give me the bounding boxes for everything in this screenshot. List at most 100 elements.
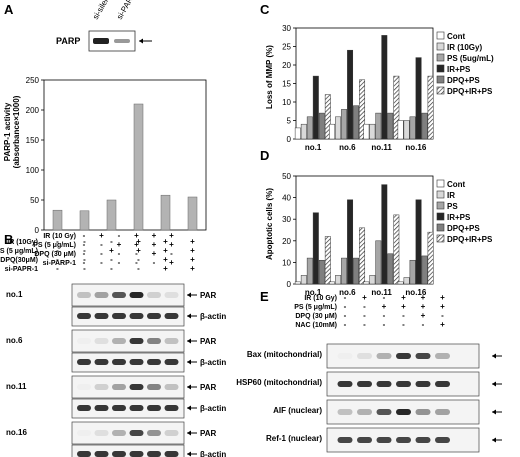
panel-b-actin-arrow-head xyxy=(187,405,191,411)
panel-e-condition-sign: - xyxy=(363,320,366,329)
panel-e-condition-sign: + xyxy=(440,302,445,311)
panel-b-actin-label: β-actin xyxy=(200,358,226,367)
panel-b-condition-sign: + xyxy=(152,240,157,249)
panel-b-actin-blot xyxy=(71,398,185,419)
panel-e-band xyxy=(337,381,353,387)
panel-a-ylabel-line-2: (absorbance×1000) xyxy=(12,95,21,168)
panel-d-bar xyxy=(415,199,422,285)
panel-b-actin-blot xyxy=(71,352,185,373)
panel-c-bar xyxy=(421,112,428,140)
panel-b-condition-label: IR (10 Gy) xyxy=(43,233,76,240)
panel-d-bar xyxy=(421,255,428,285)
panel-b-sample-label: no.11 xyxy=(6,382,27,391)
panel-b-par-band xyxy=(129,430,144,436)
panel-c-bar xyxy=(427,75,434,140)
panel-b-blots: no.1 PAR β-actin no.6 PAR β-actin no.11 PAR β-ac… xyxy=(6,283,226,457)
panel-c-bar xyxy=(363,123,370,140)
panel-b-par-band xyxy=(147,430,161,436)
panel-a-ytick-label: 200 xyxy=(26,106,40,115)
panel-c-legend-swatch xyxy=(436,31,445,40)
panel-b-par-band xyxy=(112,384,126,390)
panel-b-condition-sign: - xyxy=(100,258,103,267)
panel-b-condition-sign: + xyxy=(152,231,157,240)
panel-a-condition-sign: + xyxy=(163,237,168,246)
panel-c-legend-swatch xyxy=(436,64,445,73)
panel-e-condition-label: DPQ (30 μM) xyxy=(295,313,337,320)
panel-d-category-label: no.11 xyxy=(371,288,392,297)
panel-d-bar xyxy=(387,253,394,285)
panel-b-par-band xyxy=(77,384,91,390)
panel-e-band xyxy=(396,381,411,387)
panel-b-par-arrow-head xyxy=(187,338,191,344)
panel-b-actin-blot xyxy=(71,306,185,327)
panel-c-chart: 0 5 10 15 20 25 30 no.1 no.6 no.11 no.16 Cont IR (10… xyxy=(282,24,494,152)
panel-a-y-axis-title: PARP-1 activity (absorbance×1000) xyxy=(3,95,21,168)
panel-c-ytick-label: 15 xyxy=(282,80,291,89)
panel-d-bar xyxy=(409,259,416,285)
panel-c-category-label: no.16 xyxy=(405,143,426,152)
panel-d-bar xyxy=(329,281,336,285)
panel-b-actin-band xyxy=(94,405,109,411)
panel-b-par-arrow-head xyxy=(187,384,191,390)
panel-a-condition-sign: + xyxy=(109,246,114,255)
panel-d-legend-label: IR+PS xyxy=(447,213,471,222)
panel-a-bar xyxy=(52,209,63,231)
panel-b-par-band xyxy=(112,292,126,298)
panel-e-condition-label: PS (5 μg/mL) xyxy=(294,304,337,311)
panel-b-conditions: IR (10 Gy) - + - + + +PS (5 μg/mL) - - + + + +DPQ (3… xyxy=(33,231,174,267)
panel-d-legend-swatch xyxy=(436,190,445,199)
panel-e-condition-sign: + xyxy=(401,302,406,311)
panel-b-condition-label: DPQ (30 μM) xyxy=(34,251,76,258)
panel-e-condition-sign: - xyxy=(383,293,386,302)
panel-a-chart: 0 50 100 150 200 250 xyxy=(26,76,207,235)
panel-b-par-label: PAR xyxy=(200,291,217,300)
panel-b-actin-band xyxy=(147,451,161,457)
panel-d-bar xyxy=(393,214,400,285)
panel-d-category-label: no.1 xyxy=(305,288,322,297)
panel-b-actin-band xyxy=(164,313,179,319)
panel-d-bar xyxy=(369,275,376,285)
panel-d-bar xyxy=(427,231,434,285)
panel-b-actin-band xyxy=(129,313,144,319)
panel-a-condition-sign: - xyxy=(110,255,113,264)
panel-e-band xyxy=(357,437,372,443)
panel-e-row-label: HSP60 (mitochondrial) xyxy=(236,378,322,387)
panel-c-ytick-label: 25 xyxy=(282,43,291,52)
panel-b-par-blot xyxy=(71,283,185,307)
panel-b-condition-sign: - xyxy=(100,240,103,249)
panel-c-bar xyxy=(341,109,348,140)
panel-e-row-label: Ref-1 (nuclear) xyxy=(266,434,322,443)
panel-c-legend-swatch xyxy=(436,42,445,51)
panel-d-bar xyxy=(324,236,331,285)
panel-c-ytick-label: 0 xyxy=(287,135,292,144)
panel-b-par-band xyxy=(164,384,179,390)
panel-e-condition-sign: - xyxy=(344,293,347,302)
panel-c-bar xyxy=(347,49,354,140)
panel-c-bar xyxy=(387,112,394,140)
panel-e-condition-label: NAC (10mM) xyxy=(295,322,337,329)
panel-c-legend-label: PS (5ug/mL) xyxy=(447,54,494,63)
panel-d-category-label: no.16 xyxy=(405,288,426,297)
panel-b-actin-band xyxy=(147,313,161,319)
panel-c-bar xyxy=(312,75,319,140)
panel-a-bar xyxy=(133,103,144,231)
panel-b-par-band xyxy=(77,292,91,298)
panel-b-sample-label: no.6 xyxy=(6,336,23,345)
panel-d-bar xyxy=(375,240,382,285)
panel-c-bar xyxy=(353,105,360,140)
panel-a-condition-sign: + xyxy=(163,264,168,273)
panel-d-ytick-label: 0 xyxy=(287,280,292,289)
panel-b-actin-band xyxy=(77,451,91,457)
panel-a-condition-sign: - xyxy=(137,264,140,273)
panel-e-arrow-head xyxy=(492,409,496,415)
panel-e-band xyxy=(357,409,372,415)
panel-b-par-arrow-head xyxy=(187,430,191,436)
panel-a-blot-frame xyxy=(88,30,136,52)
panel-b-condition-sign: + xyxy=(117,240,122,249)
panel-e-band xyxy=(435,353,450,359)
panel-e-band xyxy=(376,381,392,387)
panel-d-bar xyxy=(335,275,342,285)
panel-b-condition-sign: - xyxy=(135,249,138,258)
panel-a-condition-sign: - xyxy=(83,237,86,246)
panel-e-band xyxy=(357,353,372,359)
